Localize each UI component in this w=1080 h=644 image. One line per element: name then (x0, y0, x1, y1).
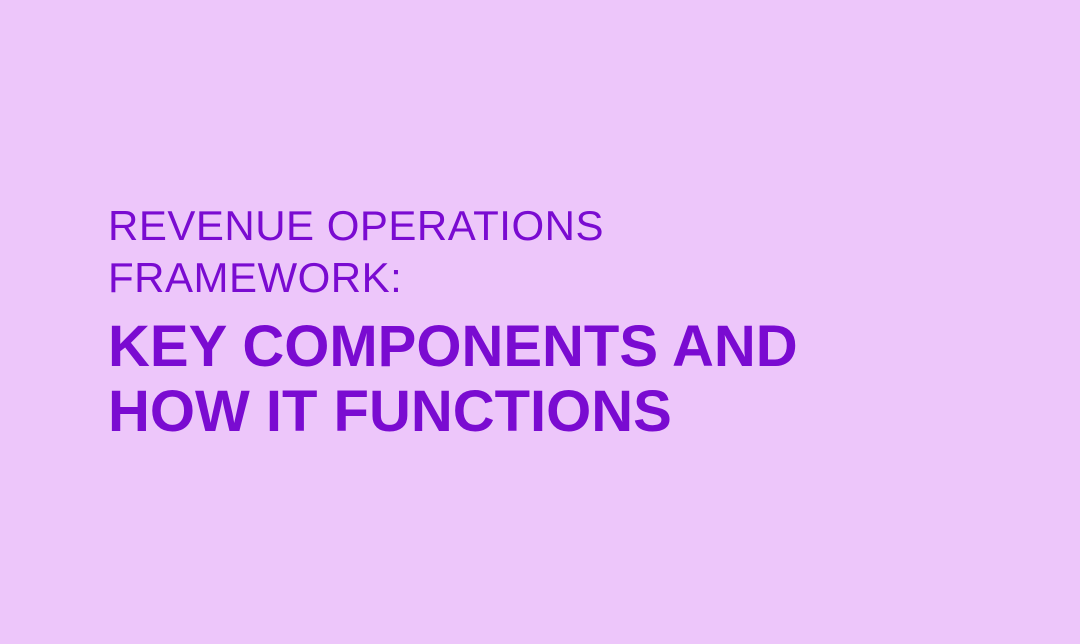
subtitle-line-2: FRAMEWORK: (108, 254, 402, 301)
subtitle-block: REVENUE OPERATIONS FRAMEWORK: (108, 200, 1020, 305)
main-line-1: KEY COMPONENTS AND (108, 314, 798, 379)
main-title-block: KEY COMPONENTS AND HOW IT FUNCTIONS (108, 315, 1020, 445)
main-line-2: HOW IT FUNCTIONS (108, 379, 672, 444)
subtitle-line-1: REVENUE OPERATIONS (108, 202, 604, 249)
